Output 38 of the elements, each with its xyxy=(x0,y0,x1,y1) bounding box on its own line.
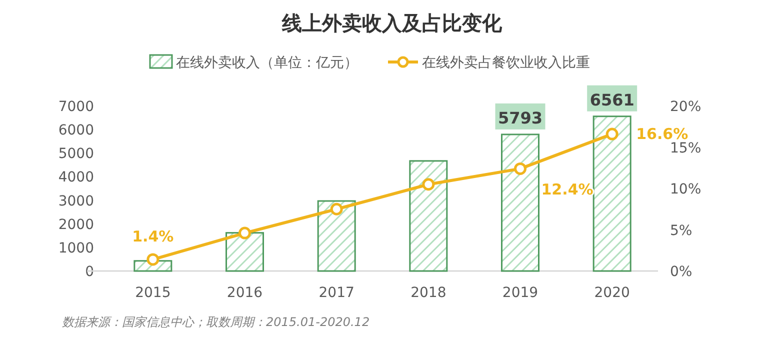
y-tick-label: 6000 xyxy=(58,122,94,139)
y2-tick-label: 10% xyxy=(670,182,702,198)
x-tick-label: 2016 xyxy=(226,285,263,301)
y-tick-label: 5000 xyxy=(58,146,94,162)
y-tick-label: 7000 xyxy=(58,99,94,115)
x-tick-label: 2020 xyxy=(594,285,630,301)
y-tick-label: 1000 xyxy=(58,240,94,256)
data-label: 5793 xyxy=(495,103,546,130)
point xyxy=(238,226,251,240)
x-tick-label: 2019 xyxy=(502,285,538,301)
bar xyxy=(317,200,356,272)
bar xyxy=(409,160,448,272)
x-tick-label: 2018 xyxy=(410,285,446,301)
y-tick-label: 4000 xyxy=(58,170,94,186)
point xyxy=(330,202,343,216)
legend-label: 在线外卖占餐饮业收入比重 xyxy=(422,55,590,71)
x-tick-label: 2017 xyxy=(318,285,354,301)
y-tick-label: 3000 xyxy=(58,193,94,210)
bar xyxy=(501,134,540,272)
y-tick-label: 2000 xyxy=(58,216,94,233)
x-tick-label: 2015 xyxy=(135,285,171,301)
point xyxy=(606,128,618,140)
y2-tick-label: 5% xyxy=(670,222,692,239)
data-label: 6561 xyxy=(590,90,634,110)
legend-label: 在线外卖收入（单位：亿元） xyxy=(176,55,358,71)
data-label: 6561 xyxy=(587,85,638,112)
point xyxy=(422,178,435,191)
y2-tick-label: 20% xyxy=(670,99,702,115)
chart-title: 线上外卖收入及占比变化 xyxy=(281,11,503,35)
point xyxy=(514,162,526,175)
data-label: 1.4% xyxy=(132,227,174,246)
data-label: 12.4% xyxy=(541,180,594,199)
source-note: 数据来源：国家信息中心；取数周期：2015.01-2020.12 xyxy=(62,315,370,329)
bar xyxy=(226,232,264,272)
y2-tick-label: 0% xyxy=(670,264,692,280)
data-label: 5793 xyxy=(498,108,543,128)
bar xyxy=(592,116,632,272)
point xyxy=(146,253,160,266)
